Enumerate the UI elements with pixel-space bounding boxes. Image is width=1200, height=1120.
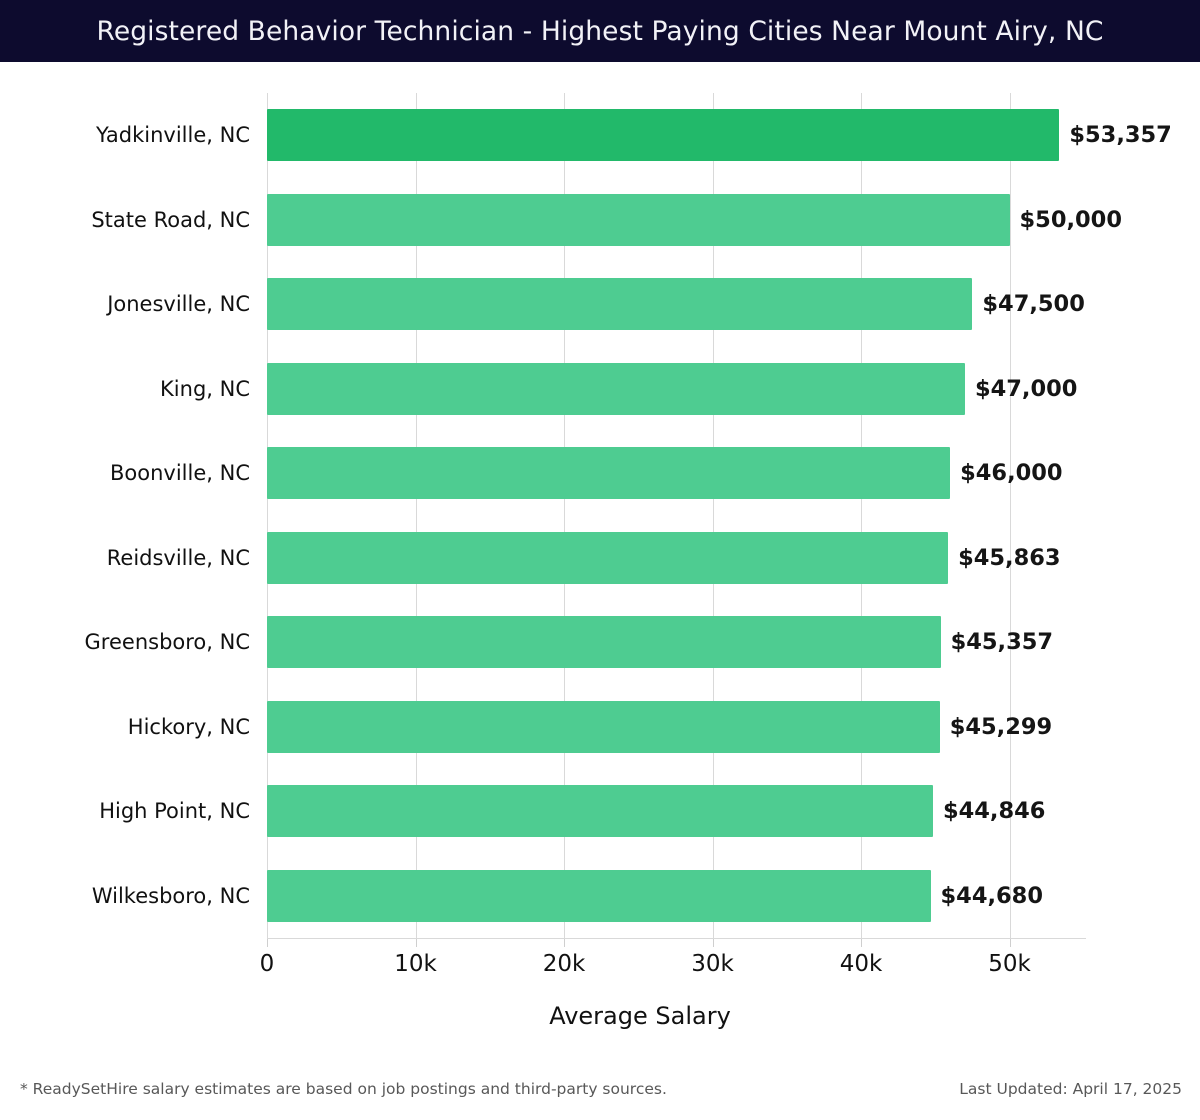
bar[interactable] xyxy=(267,278,973,331)
gridline-0 xyxy=(267,93,268,938)
y-axis-label-6: Greensboro, NC xyxy=(84,630,250,655)
bar-value-label: $50,000 xyxy=(1019,206,1122,233)
bar-value-label: $45,357 xyxy=(950,629,1054,656)
y-axis-label-9: Wilkesboro, NC xyxy=(91,883,250,908)
x-tick-mark-20k xyxy=(564,939,565,947)
bar-row[interactable]: $44,846 xyxy=(267,785,1086,838)
y-axis-label-2: Jonesville, NC xyxy=(107,292,250,317)
bar[interactable] xyxy=(267,447,951,500)
bar-value-label: $45,863 xyxy=(958,544,1061,571)
bar-row[interactable]: $44,680 xyxy=(267,869,1086,922)
bar-row[interactable]: $45,863 xyxy=(267,531,1086,584)
gridline-10k xyxy=(415,93,417,938)
y-axis-label-1: State Road, NC xyxy=(91,207,250,232)
x-axis-title-label: Average Salary xyxy=(549,1002,731,1030)
footer-last-updated: Last Updated: April 17, 2025 xyxy=(959,1080,1182,1098)
bar-row[interactable]: $53,357 xyxy=(267,109,1172,162)
x-tick-mark-50k xyxy=(1009,939,1011,947)
x-tick-mark-10k xyxy=(415,939,417,947)
y-axis-label-4: Boonville, NC xyxy=(110,461,250,486)
x-tick-label-40k: 40k xyxy=(839,951,883,977)
bar-value-label: $47,500 xyxy=(982,291,1085,318)
footer-disclaimer: * ReadySetHire salary estimates are base… xyxy=(20,1080,667,1098)
bar-value-label: $47,000 xyxy=(974,375,1078,402)
x-tick-label-30k: 30k xyxy=(691,951,734,977)
x-tick-label-10k: 10k xyxy=(394,951,437,977)
chart-header-bar: Registered Behavior Technician - Highest… xyxy=(0,0,1200,62)
bar[interactable] xyxy=(267,869,931,922)
bar[interactable] xyxy=(267,531,949,584)
y-axis-label-3: King, NC xyxy=(160,376,250,401)
x-tick-label-0: 0 xyxy=(259,951,275,977)
bar[interactable] xyxy=(267,700,940,753)
bar-value-label: $46,000 xyxy=(960,460,1063,487)
bar-chart: Yadkinville, NC State Road, NC Jonesville,… xyxy=(0,62,1200,1062)
gridline-30k xyxy=(712,93,714,938)
bar-value-label: $45,299 xyxy=(949,713,1053,740)
bar-row[interactable]: $45,357 xyxy=(267,616,1086,669)
bar-value-label: $44,680 xyxy=(940,882,1043,909)
footer: * ReadySetHire salary estimates are base… xyxy=(0,1062,1200,1120)
x-tick-label-20k: 20k xyxy=(542,951,586,977)
bar-row[interactable]: $47,500 xyxy=(267,278,1086,331)
y-axis-label-8: High Point, NC xyxy=(99,799,250,824)
bar-row[interactable]: $46,000 xyxy=(267,447,1086,500)
y-axis-label-5: Reidsville, NC xyxy=(106,545,250,570)
bar-value-label: $53,357 xyxy=(1069,122,1172,149)
x-tick-label-50k: 50k xyxy=(988,951,1031,977)
x-axis-line xyxy=(267,938,1086,939)
bar[interactable] xyxy=(267,193,1010,246)
bar-row[interactable]: $47,000 xyxy=(267,362,1086,415)
x-tick-mark-0 xyxy=(267,939,268,947)
x-tick-mark-30k xyxy=(712,939,714,947)
y-axis-label-0: Yadkinville, NC xyxy=(95,123,250,148)
x-tick-mark-40k xyxy=(861,939,863,947)
y-axis-category-labels: Yadkinville, NC State Road, NC Jonesville,… xyxy=(0,93,250,938)
x-axis-title: Average Salary xyxy=(0,1002,1200,1030)
y-axis-label-7: Hickory, NC xyxy=(127,714,250,739)
gridline-20k xyxy=(564,93,565,938)
bar[interactable] xyxy=(267,109,1060,162)
bar-value-label: $44,846 xyxy=(942,798,1046,825)
plot-area: $53,357 $50,000 $47,500 $47,000 $46,000 $45,8… xyxy=(267,93,1172,938)
bar[interactable] xyxy=(267,616,941,669)
gridline-40k xyxy=(861,93,863,938)
bar-row[interactable]: $50,000 xyxy=(267,193,1122,246)
page-title: Registered Behavior Technician - Highest… xyxy=(96,15,1104,47)
bar[interactable] xyxy=(267,362,965,415)
gridline-50k xyxy=(1009,93,1011,938)
bar[interactable] xyxy=(267,785,933,838)
bar-row[interactable]: $45,299 xyxy=(267,700,1086,753)
